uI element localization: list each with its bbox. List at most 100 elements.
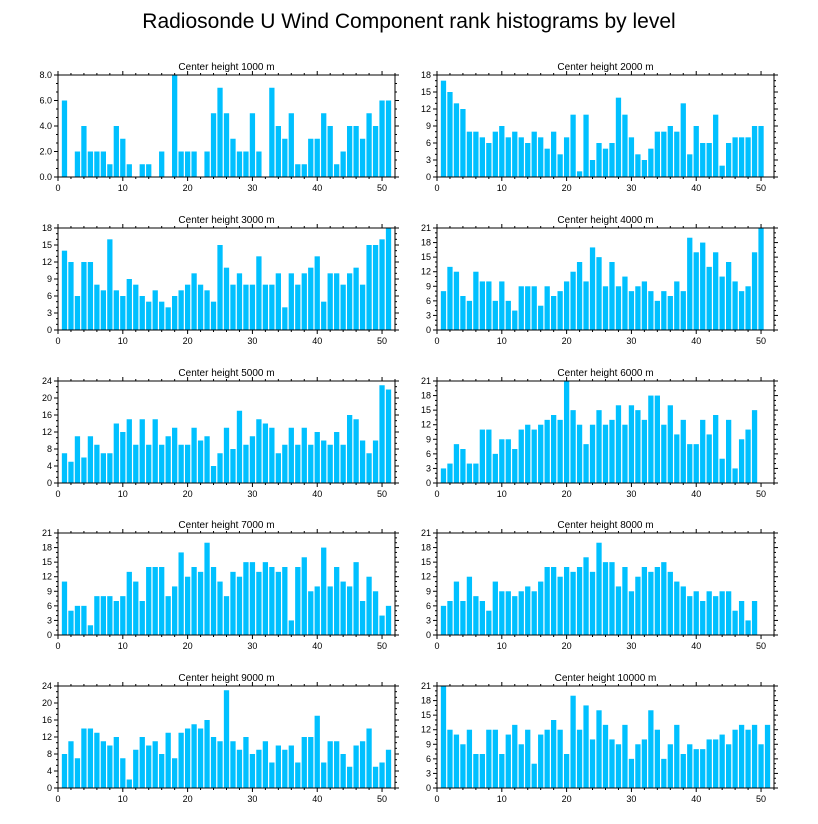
bar xyxy=(210,567,217,635)
bar xyxy=(353,419,359,483)
x-tick-label: 50 xyxy=(756,794,766,804)
bar xyxy=(249,754,256,788)
bar xyxy=(61,453,68,483)
bar xyxy=(133,444,139,483)
y-tick-label: 9 xyxy=(426,739,431,749)
x-tick-label: 40 xyxy=(691,336,701,346)
bar xyxy=(648,571,654,635)
y-tick-label: 8 xyxy=(47,749,52,759)
bar xyxy=(706,739,712,788)
bar xyxy=(204,290,210,330)
y-tick-label: 0 xyxy=(47,783,52,793)
y-tick-label: 12 xyxy=(421,420,431,430)
bar xyxy=(486,729,492,788)
bar xyxy=(596,542,602,635)
bar xyxy=(615,97,622,177)
x-tick-label: 40 xyxy=(312,336,322,346)
bar xyxy=(725,262,732,330)
bar xyxy=(126,164,132,177)
y-tick-label: 20 xyxy=(42,393,52,403)
bar xyxy=(654,729,660,788)
x-tick-label: 50 xyxy=(756,641,766,651)
x-tick-label: 10 xyxy=(118,183,128,193)
bar xyxy=(499,754,505,788)
bar xyxy=(719,591,725,635)
bar xyxy=(249,562,256,635)
bar xyxy=(334,164,340,177)
bar xyxy=(204,151,210,177)
bar xyxy=(453,103,460,177)
bar xyxy=(230,138,236,177)
bar xyxy=(745,137,751,177)
bar xyxy=(596,710,602,788)
bar xyxy=(217,581,223,635)
x-tick-label: 40 xyxy=(691,183,701,193)
bar xyxy=(68,741,74,788)
bar xyxy=(107,239,113,330)
bar xyxy=(159,754,165,788)
y-tick-label: 18 xyxy=(421,543,431,553)
x-tick-label: 10 xyxy=(497,183,507,193)
bar xyxy=(126,279,132,330)
bar xyxy=(327,126,333,177)
panel-6: Center height 6000 m 0 3 6 9 12 15 18 21 0 10 20 30 4… xyxy=(421,368,778,499)
bar xyxy=(165,436,171,483)
bar xyxy=(197,284,204,330)
y-tick-label: 12 xyxy=(421,267,431,277)
bar xyxy=(648,395,654,483)
bar xyxy=(758,126,764,177)
bar xyxy=(159,151,165,177)
bar xyxy=(706,434,712,483)
bar xyxy=(512,310,518,330)
bar xyxy=(353,126,359,177)
bar xyxy=(372,591,379,635)
y-tick-label: 12 xyxy=(42,257,52,267)
bar xyxy=(447,601,453,635)
bar xyxy=(557,291,563,330)
bar xyxy=(751,410,758,483)
bar xyxy=(321,547,327,635)
bar xyxy=(120,596,126,635)
x-tick-label: 0 xyxy=(434,183,439,193)
bar xyxy=(223,267,230,330)
bar xyxy=(499,439,505,483)
bar xyxy=(120,138,126,177)
y-tick-label: 12 xyxy=(42,427,52,437)
bar xyxy=(107,453,113,483)
y-tick-label: 0 xyxy=(47,478,52,488)
x-tick-label: 0 xyxy=(434,489,439,499)
bar xyxy=(256,571,262,635)
bar xyxy=(334,567,340,635)
y-tick-label: 6 xyxy=(426,449,431,459)
bar xyxy=(172,427,178,483)
bar xyxy=(340,284,346,330)
panel-7: Center height 7000 m 0 3 6 9 12 15 18 21 0 10 20 30 4… xyxy=(42,520,399,651)
bar xyxy=(570,271,576,330)
bar xyxy=(282,307,288,330)
x-tick-label: 50 xyxy=(756,489,766,499)
y-tick-label: 3 xyxy=(426,155,431,165)
bar xyxy=(372,245,379,330)
bar xyxy=(466,729,473,788)
bar xyxy=(334,741,340,788)
bar xyxy=(288,113,294,177)
bar xyxy=(576,424,583,483)
bar xyxy=(563,567,570,635)
bar xyxy=(693,749,699,788)
bar xyxy=(713,114,719,177)
y-tick-label: 21 xyxy=(421,528,431,538)
bar xyxy=(359,138,366,177)
bar xyxy=(81,262,87,330)
y-tick-label: 15 xyxy=(421,557,431,567)
x-tick-label: 30 xyxy=(626,641,636,651)
bar xyxy=(512,724,518,788)
bar xyxy=(700,749,706,788)
bar xyxy=(447,463,453,483)
x-tick-label: 50 xyxy=(377,489,387,499)
bar xyxy=(191,427,197,483)
bar xyxy=(223,596,230,635)
bar xyxy=(282,749,288,788)
bar xyxy=(732,281,738,330)
bar xyxy=(295,762,301,788)
bar xyxy=(661,131,667,177)
